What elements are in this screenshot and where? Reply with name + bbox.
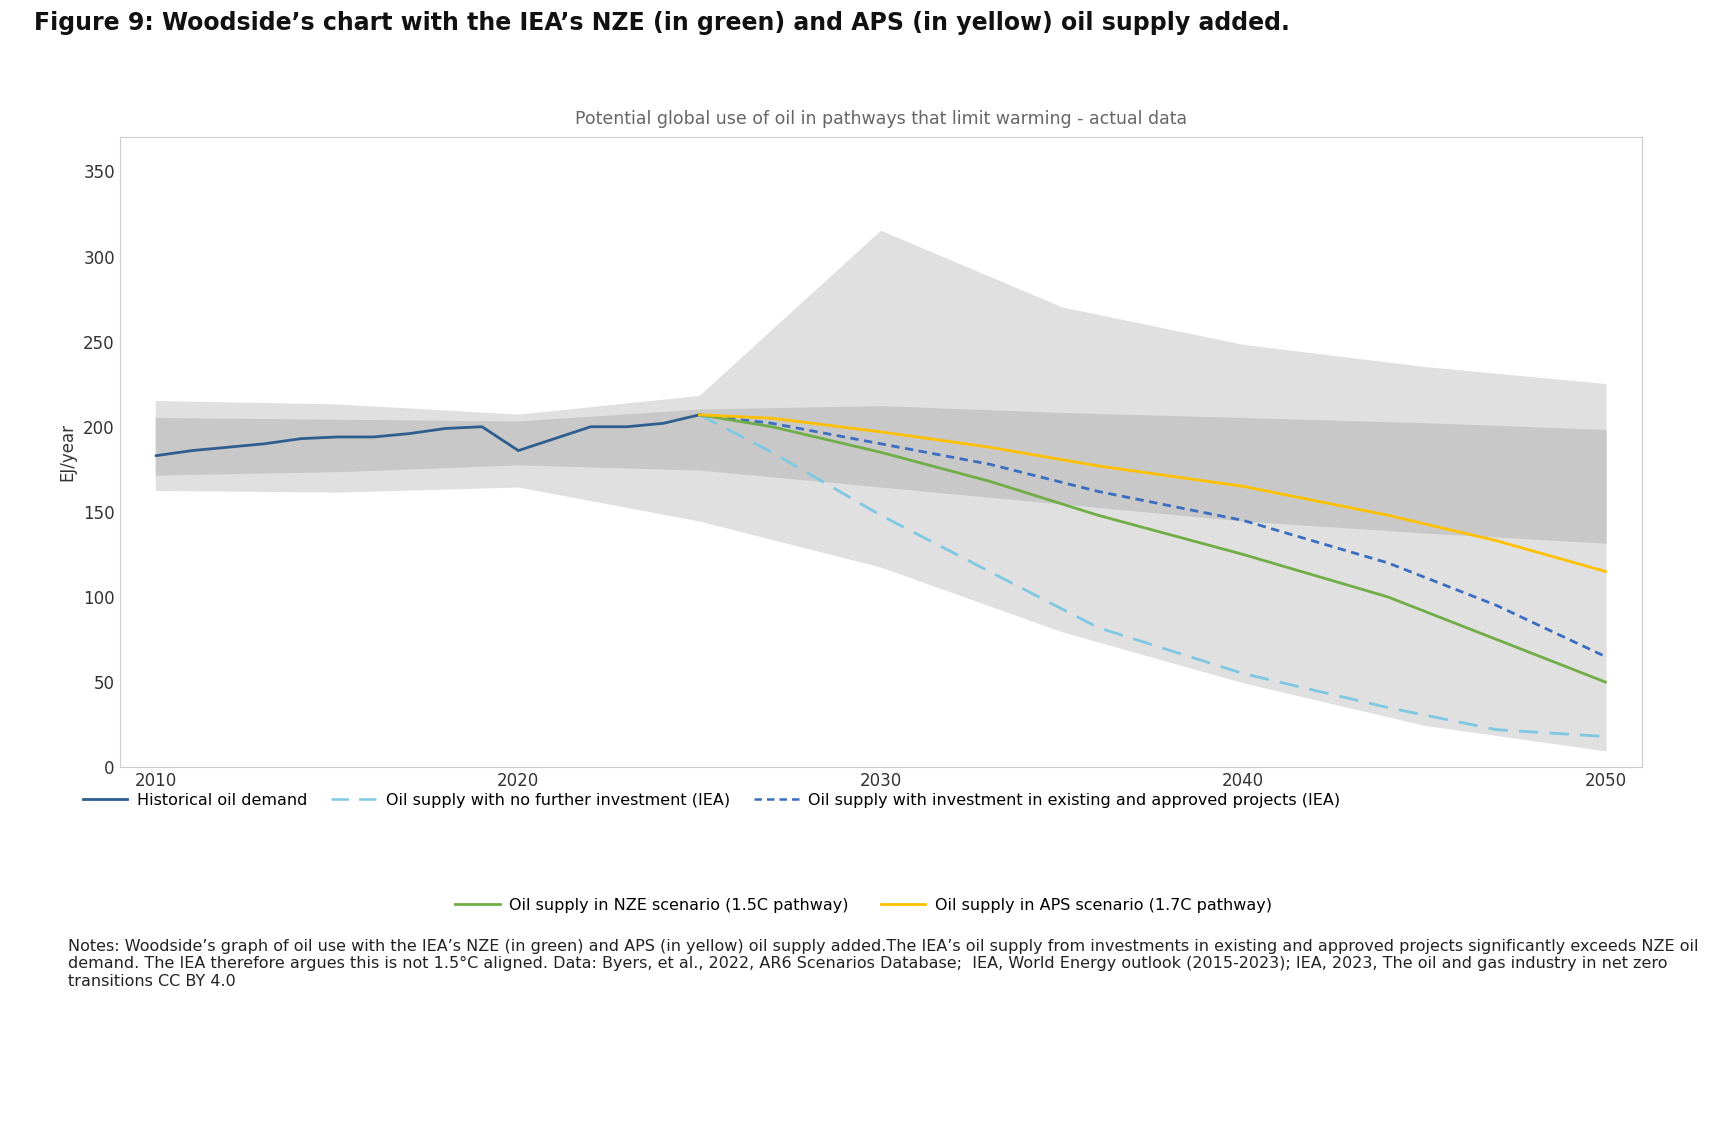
Y-axis label: EJ/year: EJ/year [58, 424, 77, 481]
Title: Potential global use of oil in pathways that limit warming - actual data: Potential global use of oil in pathways … [575, 110, 1187, 127]
Text: Figure 9: Woodside’s chart with the IEA’s NZE (in green) and APS (in yellow) oil: Figure 9: Woodside’s chart with the IEA’… [34, 11, 1289, 35]
Text: Notes: Woodside’s graph of oil use with the IEA’s NZE (in green) and APS (in yel: Notes: Woodside’s graph of oil use with … [68, 939, 1700, 989]
Legend: Oil supply in NZE scenario (1.5C pathway), Oil supply in APS scenario (1.7C path: Oil supply in NZE scenario (1.5C pathway… [448, 892, 1279, 919]
